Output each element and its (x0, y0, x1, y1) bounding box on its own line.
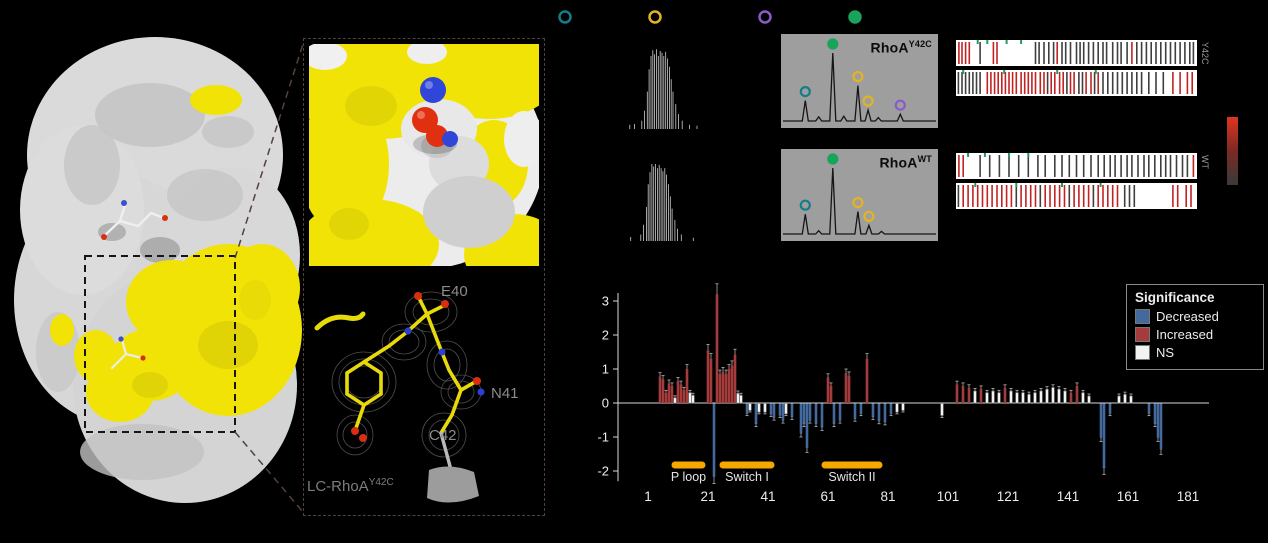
svg-text:101: 101 (937, 489, 960, 504)
surface-chunk (427, 466, 479, 503)
residue-label-c42: C42 (429, 427, 457, 444)
stick-model-inset: E40 N41 C42 (309, 270, 539, 514)
legend-label-ns: NS (1156, 345, 1175, 360)
svg-text:0: 0 (602, 396, 609, 411)
fragment-map-row-0 (956, 40, 1197, 66)
nitrogen-sphere (420, 77, 446, 103)
increased-swatch (1135, 327, 1150, 342)
fragment-map-label-y42c: Y42C (1200, 42, 1210, 65)
svg-text:161: 161 (1117, 489, 1140, 504)
legend-item-ns: NS (1135, 345, 1255, 360)
svg-text:1: 1 (602, 362, 609, 377)
ns-swatch (1135, 345, 1150, 360)
sulfur-stick (427, 431, 479, 503)
construct-mutation: Y42C (368, 477, 394, 488)
svg-text:41: 41 (760, 489, 775, 504)
spectrum-label-y42c: RhoAY42C (828, 39, 932, 56)
density-mesh (331, 291, 482, 458)
legend-item-increased: Increased (1135, 327, 1255, 342)
legend-label-decreased: Decreased (1156, 309, 1219, 324)
svg-text:Switch II: Switch II (828, 470, 875, 484)
fragment-map-row-2 (956, 153, 1197, 179)
svg-text:121: 121 (997, 489, 1020, 504)
protein-variant: WT (917, 154, 932, 164)
svg-text:P loop: P loop (671, 470, 706, 484)
ligand-sticks (101, 200, 168, 240)
raw-spectrum-0 (629, 49, 698, 129)
protein-surface-body (14, 37, 300, 503)
pocket-sticks (110, 336, 146, 370)
construct-name: LC-RhoA (307, 478, 369, 495)
legend-title: Significance (1135, 290, 1215, 305)
decon-spectrum-0 (781, 34, 938, 128)
protein-name: RhoA (870, 39, 909, 56)
residue-label-e40: E40 (441, 283, 468, 300)
svg-text:61: 61 (820, 489, 835, 504)
zoom-cleft (309, 44, 539, 248)
svg-text:181: 181 (1177, 489, 1200, 504)
protein-surface (14, 37, 302, 503)
svg-text:141: 141 (1057, 489, 1080, 504)
construct-label: LC-RhoAY42C (307, 477, 394, 495)
zoom-region-box (84, 255, 236, 433)
fragment-colorbar (1227, 117, 1238, 185)
decon-spectrum-1 (781, 149, 938, 241)
species-legend (558, 10, 862, 24)
legend-item-decreased: Decreased (1135, 309, 1255, 324)
spectrum-label-wt: RhoAWT (828, 154, 932, 171)
svg-text:21: 21 (700, 489, 715, 504)
svg-text:1: 1 (644, 489, 652, 504)
stick-model (345, 296, 477, 435)
zoom-spheres (412, 77, 458, 147)
protein-variant: Y42C (908, 39, 932, 49)
raw-spectrum-1 (630, 164, 694, 241)
decreased-swatch (1135, 309, 1150, 324)
svg-text:-2: -2 (597, 464, 609, 479)
significance-legend: Significance Decreased Increased NS (1126, 284, 1264, 370)
svg-text:Switch I: Switch I (725, 470, 769, 484)
protein-name: RhoA (879, 154, 918, 171)
nitrogen-sphere (442, 131, 458, 147)
residue-label-n41: N41 (491, 385, 519, 402)
svg-text:3: 3 (602, 294, 609, 309)
interface-yellow-patch (50, 85, 302, 422)
fragment-map-row-3 (956, 183, 1197, 209)
svg-text:-1: -1 (597, 430, 609, 445)
fragment-map-row-1 (956, 70, 1197, 96)
surface-zoom-inset (309, 44, 539, 266)
legend-label-increased: Increased (1156, 327, 1214, 342)
loop-ribbon (314, 311, 366, 331)
svg-text:2: 2 (602, 328, 609, 343)
svg-text:81: 81 (880, 489, 895, 504)
stick-atoms (351, 292, 485, 442)
fragment-map-label-wt: WT (1200, 155, 1210, 169)
